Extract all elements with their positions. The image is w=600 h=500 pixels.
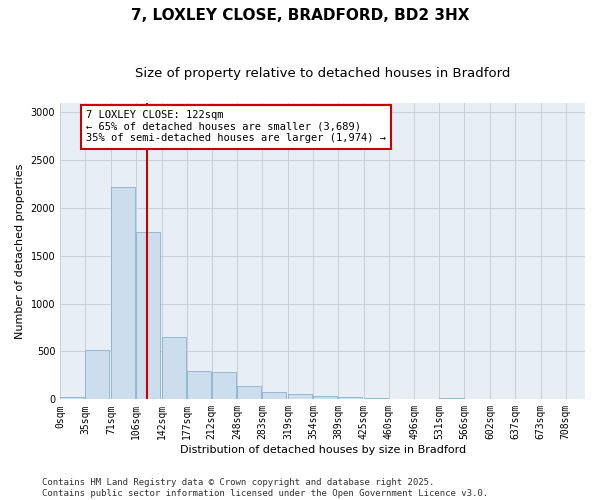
Bar <box>364 398 388 400</box>
Bar <box>313 396 337 400</box>
Bar <box>111 187 135 400</box>
Bar <box>161 337 186 400</box>
Bar <box>136 232 160 400</box>
Bar <box>187 371 211 400</box>
Bar <box>60 398 85 400</box>
Title: Size of property relative to detached houses in Bradford: Size of property relative to detached ho… <box>135 68 510 80</box>
X-axis label: Distribution of detached houses by size in Bradford: Distribution of detached houses by size … <box>179 445 466 455</box>
Text: 7, LOXLEY CLOSE, BRADFORD, BD2 3HX: 7, LOXLEY CLOSE, BRADFORD, BD2 3HX <box>131 8 469 22</box>
Bar <box>338 398 362 400</box>
Bar <box>85 350 109 400</box>
Text: Contains HM Land Registry data © Crown copyright and database right 2025.
Contai: Contains HM Land Registry data © Crown c… <box>42 478 488 498</box>
Bar <box>212 372 236 400</box>
Bar <box>439 398 464 400</box>
Bar <box>288 394 312 400</box>
Bar <box>262 392 286 400</box>
Bar <box>237 386 262 400</box>
Y-axis label: Number of detached properties: Number of detached properties <box>15 163 25 338</box>
Text: 7 LOXLEY CLOSE: 122sqm
← 65% of detached houses are smaller (3,689)
35% of semi-: 7 LOXLEY CLOSE: 122sqm ← 65% of detached… <box>86 110 386 144</box>
